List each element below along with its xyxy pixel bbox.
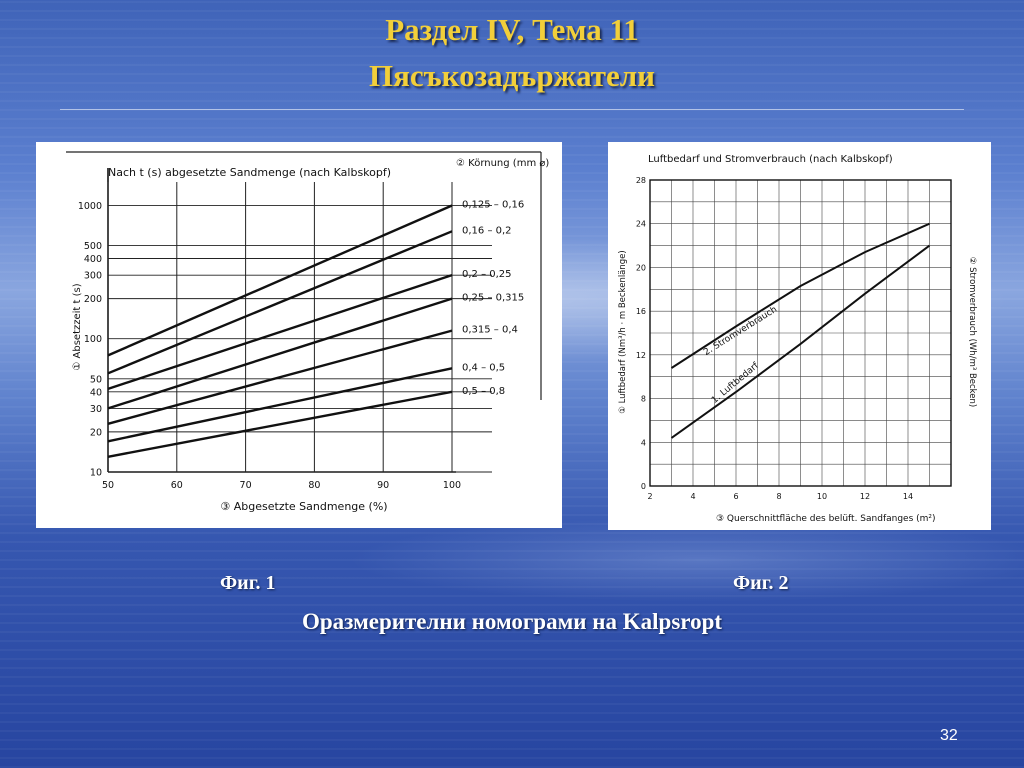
series-line — [107, 329, 453, 425]
y-tick-label: 1000 — [78, 201, 102, 212]
x-tick-label: 2 — [647, 492, 652, 501]
y-tick-label: 500 — [84, 241, 102, 252]
x-tick-label: 8 — [776, 492, 781, 501]
x-tick-label: 6 — [733, 492, 738, 501]
y-tick-label: 24 — [636, 220, 646, 229]
legend-entry: 0,5 – 0,8 — [462, 386, 505, 397]
x-tick-label: 60 — [171, 480, 183, 491]
series-line — [670, 244, 931, 439]
series-line — [107, 390, 453, 458]
y-tick-label: 20 — [636, 263, 646, 272]
legend-entry: 0,4 – 0,5 — [462, 362, 505, 373]
chart-title: Nach t (s) abgesetzte Sandmenge (nach Ka… — [108, 166, 391, 179]
series-line — [107, 273, 453, 391]
x-tick-label: 50 — [102, 480, 114, 491]
slide-title-line1: Раздел IV, Тема 11 — [385, 12, 639, 47]
series-line — [107, 204, 453, 357]
legend-title: ② Körnung (mm ⌀) — [456, 158, 549, 169]
series-line — [107, 367, 453, 443]
y-tick-label: 400 — [84, 254, 102, 265]
plot-frame — [649, 179, 952, 487]
figure-1-panel: 50 60 70 80 90 100 10 20 30 40 50 100 200 300 400 500 10… — [36, 142, 562, 528]
figure-1-chart: 50 60 70 80 90 100 10 20 30 40 50 100 200 300 400 500 10… — [66, 151, 549, 513]
series-line — [107, 297, 453, 410]
x-tick-label: 90 — [377, 480, 389, 491]
figure-1-caption: Фиг. 1 — [220, 572, 276, 594]
x-tick-label: 4 — [690, 492, 695, 501]
y-tick-label: 12 — [636, 351, 646, 360]
x-tick-label: 80 — [308, 480, 320, 491]
y-tick-label: 10 — [90, 468, 102, 479]
y-axis-label: ① Absetzzeit t (s) — [72, 283, 83, 370]
legend-entry: 0,16 – 0,2 — [462, 225, 512, 236]
x-tick-label: 12 — [860, 492, 870, 501]
y-tick-label: 30 — [90, 404, 102, 415]
slide-subtitle: Оразмерителни номограми на Kalpsropt — [301, 609, 723, 634]
y-tick-label: 100 — [84, 334, 102, 345]
y-tick-label: 300 — [84, 271, 102, 282]
series-line — [107, 230, 453, 375]
y-tick-label: 40 — [90, 387, 102, 398]
x-tick-label: 70 — [240, 480, 252, 491]
series-line — [670, 222, 930, 369]
legend-entry: 0,315 – 0,4 — [462, 325, 518, 336]
legend-entry: 0,125 – 0,16 — [462, 199, 524, 210]
x-axis-label: ③ Querschnittfläche des belüft. Sandfang… — [716, 514, 936, 524]
x-tick-label: 14 — [903, 492, 913, 501]
title-divider — [60, 109, 964, 110]
legend-entry: 0,25 – 0,315 — [462, 293, 524, 304]
chart-title: Luftbedarf und Stromverbrauch (nach Kalb… — [648, 154, 893, 165]
y-tick-label: 16 — [636, 307, 646, 316]
x-axis-label: ③ Abgesetzte Sandmenge (%) — [220, 500, 387, 513]
page-number: 32 — [940, 727, 958, 744]
y-axis-label-left: ① Luftbedarf (Nm³/h · m Beckenlänge) — [618, 250, 628, 413]
y-tick-label: 200 — [84, 294, 102, 305]
x-tick-label: 10 — [817, 492, 827, 501]
series-label: 2. Stromverbrauch — [702, 305, 779, 358]
y-tick-label: 4 — [641, 438, 646, 447]
slide-title-line2: Пясъкозадържатели — [368, 58, 656, 93]
figure-2-caption: Фиг. 2 — [733, 572, 789, 594]
y-tick-label: 0 — [641, 482, 646, 491]
y-tick-label: 20 — [90, 427, 102, 438]
x-tick-label: 100 — [443, 480, 461, 491]
y-tick-label: 28 — [636, 176, 646, 185]
y-tick-label: 8 — [641, 395, 646, 404]
y-axis-label-right: ② Stromverbrauch (Wh/m³ Becken) — [967, 257, 977, 408]
y-tick-label: 50 — [90, 374, 102, 385]
figure-2-panel: 2 4 6 8 10 12 14 0 4 8 12 16 20 24 28 1. Luftbedarf 2. S… — [608, 142, 991, 530]
legend-entry: 0,2 – 0,25 — [462, 269, 512, 280]
